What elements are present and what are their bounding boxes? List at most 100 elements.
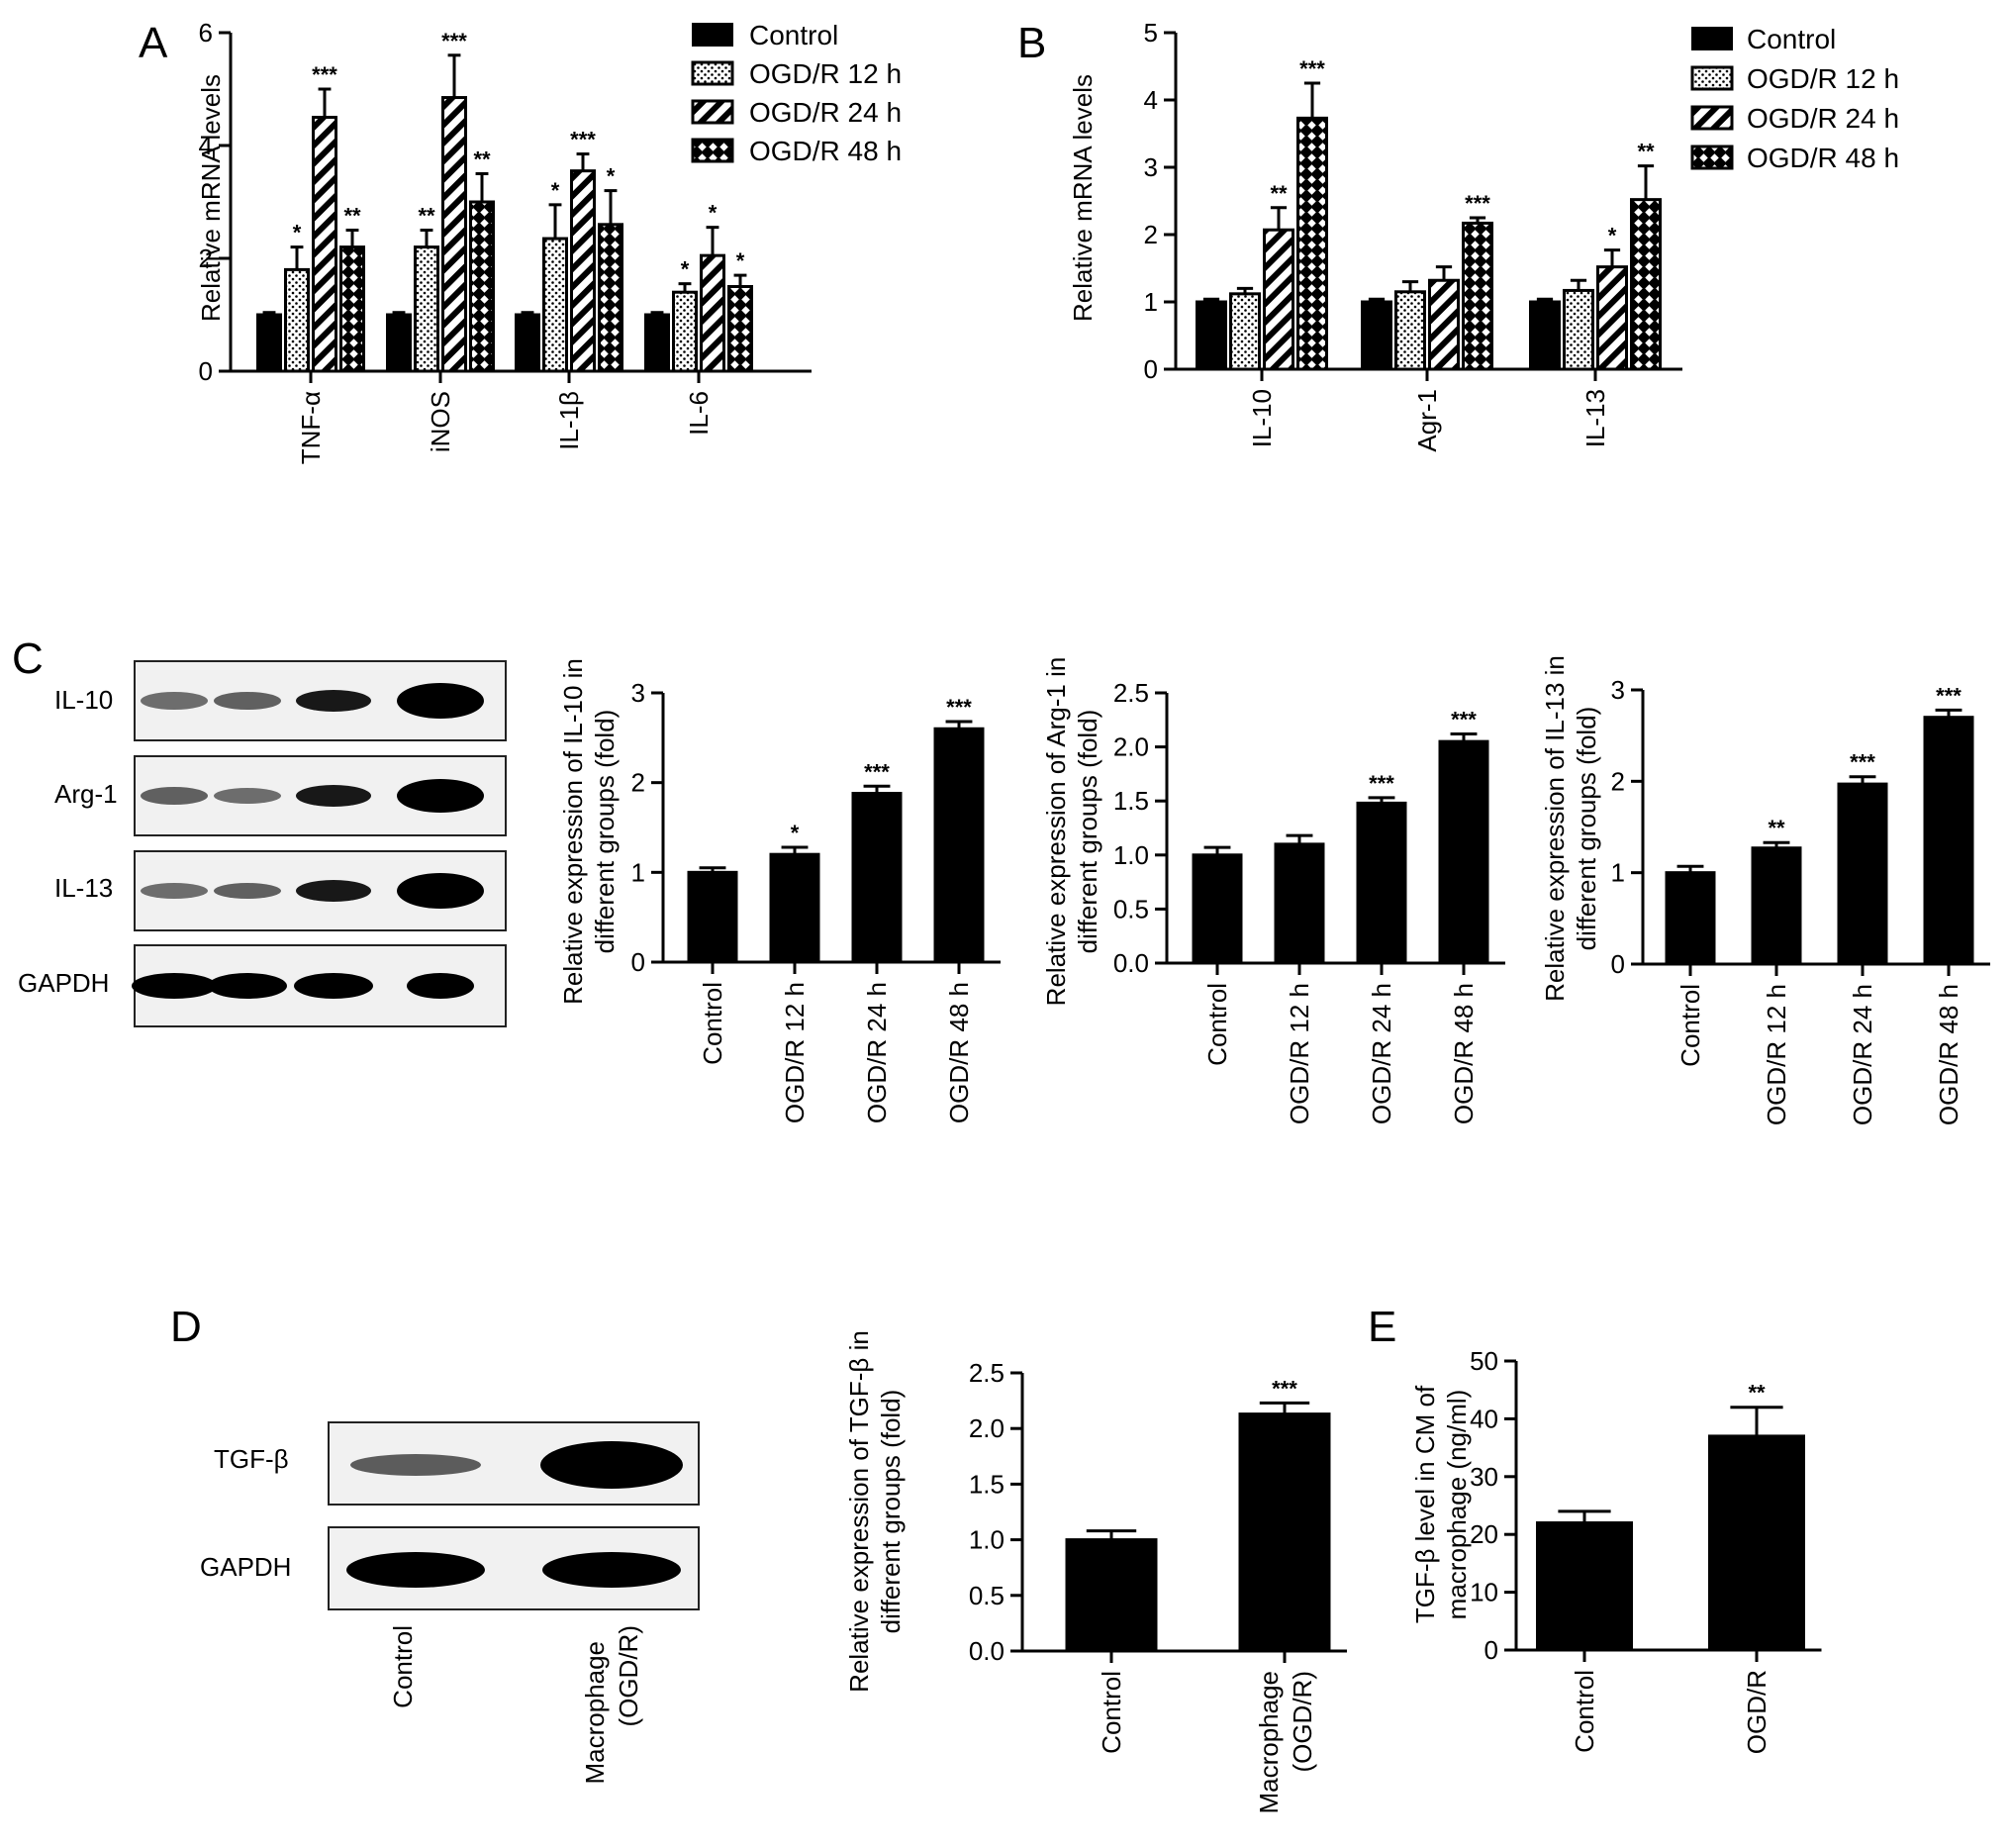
significance-label: *	[551, 178, 560, 203]
bar-il-13-ogd-r-48-h	[1630, 198, 1662, 371]
chart-e-tgfb-cm: 0 10 20 30 40 50 Control ** OGD/R TGF-β level in …	[1410, 1346, 1822, 1754]
y-tick-label: 4	[1144, 85, 1158, 115]
blot-band	[214, 692, 281, 710]
bar-il-6-ogd-r-48-h	[727, 285, 753, 373]
category-label-ogd-r-12-h: OGD/R 12 h	[1762, 984, 1791, 1125]
blot-band	[296, 690, 371, 712]
blot-band	[132, 973, 217, 999]
significance-label: ***	[1299, 56, 1325, 81]
y-tick-label: 2.0	[969, 1413, 1005, 1443]
bar-control	[1065, 1538, 1158, 1653]
chart-c-arg1: 0.0 0.5 1.0 1.5 2.0 2.5 Control OGD/R 12 h *** OG…	[1041, 657, 1505, 1124]
y-axis-label: Relative mRNA levels	[196, 74, 226, 322]
blot-band	[141, 787, 208, 805]
significance-label: ***	[441, 29, 467, 53]
bar-il-6-ogd-r-12-h	[672, 290, 698, 373]
legend-label-12h: OGD/R 12 h	[1747, 63, 1899, 94]
blot-band	[540, 1441, 683, 1489]
significance-label: ***	[1850, 750, 1875, 775]
bar-il-1-ogd-r-48-h	[598, 223, 623, 373]
legend-swatch-12h	[691, 60, 734, 86]
legend-label-control: Control	[1747, 24, 1836, 54]
western-blot-c: IL-10 Arg-1 IL-13 GAPDH	[18, 660, 507, 1027]
bar-ogd-r-24-h	[851, 792, 903, 964]
bar-ogd-r-24-h	[1356, 801, 1407, 965]
bar-inos-ogd-r-12-h	[414, 245, 439, 373]
bar-ogd-r-12-h	[1274, 842, 1325, 965]
significance-label: *	[681, 257, 690, 282]
chart-a-mrna-m1: 0246******TNF-α*******iNOS*****IL-1β***I…	[196, 18, 812, 464]
bar-inos-ogd-r-24-h	[441, 96, 467, 373]
bar-macrophage-ogd-r	[1238, 1412, 1331, 1653]
blot-band	[397, 873, 484, 909]
bar-tnf-control	[256, 313, 282, 373]
bar-tnf-ogd-r-48-h	[339, 245, 365, 373]
y-tick-label: 1	[631, 857, 645, 887]
category-label-control: Control	[1097, 1671, 1126, 1754]
bar-il-10-ogd-r-48-h	[1296, 116, 1328, 371]
y-tick-label: 1.5	[969, 1469, 1005, 1499]
y-tick-label: 3	[1144, 152, 1158, 182]
legend-label-12h: OGD/R 12 h	[749, 58, 902, 89]
significance-label: ***	[570, 128, 596, 152]
category-label-ogd-r-24-h: OGD/R 24 h	[1367, 983, 1396, 1124]
bar-inos-control	[386, 313, 412, 373]
category-label-ogd-r-12-h: OGD/R 12 h	[780, 982, 810, 1123]
y-tick-label: 0.5	[969, 1581, 1005, 1610]
y-tick-label: 6	[199, 18, 213, 48]
category-label-ogd-r-48-h: OGD/R 48 h	[1449, 983, 1479, 1124]
significance-label: **	[418, 204, 435, 229]
bar-tnf-ogd-r-24-h	[312, 116, 337, 373]
panel-label-b: B	[1017, 19, 1046, 67]
significance-label: **	[473, 147, 491, 172]
bar-il-10-ogd-r-24-h	[1263, 228, 1294, 371]
y-axis-label: Relative expression of IL-13 indifferent…	[1540, 655, 1601, 1002]
y-tick-label: 2.0	[1113, 732, 1149, 762]
bar-tnf-ogd-r-12-h	[284, 267, 310, 373]
y-tick-label: 3	[1611, 675, 1625, 705]
bar-il-6-ogd-r-24-h	[700, 253, 725, 373]
bar-il-1-ogd-r-24-h	[570, 169, 596, 373]
blot-band	[350, 1454, 481, 1476]
category-label-control: Control	[698, 982, 727, 1065]
y-tick-label: 40	[1470, 1404, 1498, 1433]
category-label-control: Control	[1202, 983, 1232, 1066]
y-tick-label: 30	[1470, 1462, 1498, 1492]
blot-row-label-il10: IL-10	[54, 685, 113, 715]
category-label-control: Control	[1570, 1670, 1599, 1753]
legend-label-24h: OGD/R 24 h	[1747, 103, 1899, 134]
chart-b-mrna-m2: 012345*****IL-10***Agr-1***IL-13Relative…	[1068, 18, 1682, 452]
significance-label: *	[1608, 224, 1617, 248]
bar-control	[1665, 871, 1716, 966]
blot-band	[214, 883, 281, 899]
significance-label: *	[736, 248, 745, 273]
blot-band	[296, 880, 371, 902]
legend-swatch-24h	[1690, 105, 1734, 131]
bar-agr-1-control	[1361, 300, 1392, 371]
blot-band	[296, 785, 371, 807]
y-tick-label: 0.0	[969, 1636, 1005, 1666]
blot-row-label-gapdh: GAPDH	[18, 968, 109, 998]
y-axis-label: TGF-β level in CM ofmacrophage (ng/ml)	[1410, 1385, 1472, 1623]
blot-band	[214, 788, 281, 804]
significance-label: ***	[1936, 683, 1962, 708]
y-tick-label: 1.0	[1113, 840, 1149, 870]
blot-band	[542, 1552, 681, 1588]
bar-ogd-r-12-h	[1751, 846, 1802, 966]
blot-band	[141, 692, 208, 710]
significance-label: **	[1768, 816, 1785, 840]
y-tick-label: 20	[1470, 1519, 1498, 1549]
bar-il-13-control	[1529, 300, 1561, 371]
category-label-macrophage-ogd-r: Macrophage (OGD/R)	[1254, 1671, 1317, 1814]
category-label-il-13: IL-13	[1580, 389, 1610, 447]
category-label-il-10: IL-10	[1247, 389, 1277, 447]
significance-label: ***	[312, 62, 337, 87]
bar-control	[687, 870, 738, 964]
blot-lane-label-control: Control	[388, 1625, 418, 1708]
chart-c-il13: 0 1 2 3 Control ** OGD/R 12 h *** OGD/R 24 h *** O…	[1540, 655, 1990, 1125]
significance-label: ***	[864, 759, 890, 784]
significance-label: ***	[946, 695, 972, 720]
category-label-il-1: IL-1β	[554, 391, 584, 450]
y-axis-label: Relative mRNA levels	[1068, 74, 1098, 322]
significance-label: **	[1748, 1381, 1766, 1406]
